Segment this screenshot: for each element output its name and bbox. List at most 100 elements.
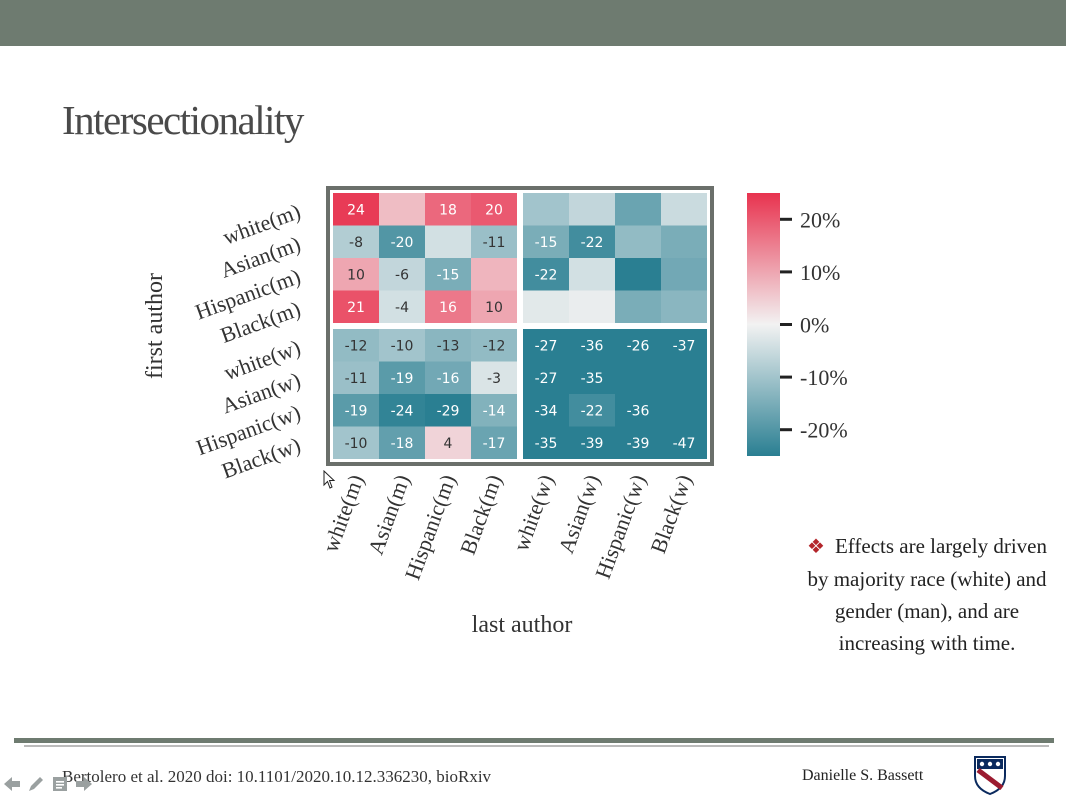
y-axis-label: first author: [142, 273, 168, 379]
heatmap-value-r7-c0: -10: [345, 436, 368, 452]
heatmap-cell-r4-c4: [523, 329, 569, 362]
colorbar-label-4: -20%: [800, 418, 848, 443]
heatmap-cell-r5-c6: [615, 361, 661, 394]
heatmap-value-r7-c5: -39: [581, 436, 604, 452]
heatmap-cell-r7-c3: [471, 426, 517, 459]
bullet-text: Effects are largely driven by majority r…: [807, 534, 1047, 655]
row-tick-labels: white(m)Asian(m)Hispanic(m)Black(m)white…: [192, 198, 304, 483]
heatmap-cell-r6-c6: [615, 394, 661, 427]
heatmap-cell-r3-c7: [661, 290, 707, 323]
heatmap-cell-r4-c1: [379, 329, 425, 362]
heatmap-cell-r4-c2: [425, 329, 471, 362]
heatmap-value-r4-c5: -36: [581, 338, 604, 354]
heatmap-value-r3-c0: 21: [347, 300, 365, 316]
heatmap-cell-r6-c0: [333, 394, 379, 427]
footer-divider-shadow: [24, 745, 1049, 747]
heatmap-cell-r3-c4: [523, 290, 569, 323]
column-tick-labels: white(m)Asian(m)Hispanic(m)Black(m) white…: [318, 471, 697, 583]
heatmap-value-r5-c1: -19: [391, 371, 414, 387]
heatmap-cell-r1-c7: [661, 225, 707, 258]
heatmap-cell-r1-c4: [523, 225, 569, 258]
heatmap-cell-r4-c7: [661, 329, 707, 362]
university-shield-icon: [972, 754, 1008, 801]
heatmap-value-r1-c5: -22: [581, 235, 604, 251]
heatmap-value-r5-c5: -35: [581, 371, 604, 387]
heatmap-value-r7-c7: -47: [673, 436, 696, 452]
heatmap-cell-r6-c5: [569, 394, 615, 427]
heatmap-cell-r2-c1: [379, 258, 425, 291]
heatmap-value-r2-c0: 10: [347, 267, 365, 283]
heatmap-cell-r7-c7: [661, 426, 707, 459]
heatmap-value-r4-c1: -10: [391, 338, 414, 354]
col-label-5: Asian(w): [553, 471, 604, 556]
heatmap-cell-r3-c2: [425, 290, 471, 323]
heatmap-cell-r0-c1: [379, 193, 425, 226]
heatmap-value-r5-c0: -11: [345, 371, 368, 387]
heatmap-cell-r2-c7: [661, 258, 707, 291]
heatmap-value-r3-c1: -4: [395, 300, 409, 316]
heatmap-value-r7-c1: -18: [391, 436, 414, 452]
colorbar-label-3: -10%: [800, 365, 848, 390]
notes-icon[interactable]: [50, 774, 70, 794]
heatmap-value-r7-c6: -39: [627, 436, 650, 452]
heatmap-value-r6-c1: -24: [391, 403, 414, 419]
heatmap-cell-r3-c3: [471, 290, 517, 323]
colorbar-label-0: 20%: [800, 207, 840, 232]
heatmap-chart: 24 18 20 -8 -20 -11 -15 -22 10 -6 -15 -22 21 -4 16 10 -1…: [142, 186, 848, 638]
heatmap-value-r3-c2: 16: [439, 300, 457, 316]
heatmap-cell-r7-c4: [523, 426, 569, 459]
heatmap-cell-r6-c4: [523, 394, 569, 427]
heatmap-value-r0-c0: 24: [347, 202, 365, 218]
heatmap-cell-r1-c0: [333, 225, 379, 258]
colorbar-label-1: 10%: [800, 260, 840, 285]
colorbar-ticks: 20% 10% 0% -10% -20%: [780, 207, 848, 443]
back-arrow-icon[interactable]: [2, 774, 22, 794]
heatmap-value-r4-c4: -27: [535, 338, 558, 354]
heatmap-value-r2-c2: -15: [437, 267, 460, 283]
heatmap-value-r6-c4: -34: [535, 403, 558, 419]
heatmap-cell-r2-c3: [471, 258, 517, 291]
heatmap-cell-r3-c5: [569, 290, 615, 323]
heatmap-cell-r6-c3: [471, 394, 517, 427]
heatmap-value-r1-c0: -8: [349, 235, 363, 251]
bullet-point: ❖ Effects are largely driven by majority …: [802, 530, 1052, 659]
heatmap-value-r7-c2: 4: [444, 436, 453, 452]
heatmap-cell-r0-c6: [615, 193, 661, 226]
slide-title: Intersectionality: [62, 97, 304, 143]
heatmap-value-r4-c7: -37: [673, 338, 696, 354]
heatmap-cell-r1-c5: [569, 225, 615, 258]
heatmap-value-r1-c4: -15: [535, 235, 558, 251]
heatmap-cell-r2-c5: [569, 258, 615, 291]
heatmap-cell-r5-c4: [523, 361, 569, 394]
heatmap-value-r0-c3: 20: [485, 202, 503, 218]
heatmap-value-r1-c1: -20: [391, 235, 414, 251]
heatmap-cell-r2-c0: [333, 258, 379, 291]
heatmap-value-r4-c3: -12: [483, 338, 506, 354]
heatmap-cell-r1-c3: [471, 225, 517, 258]
forward-arrow-icon[interactable]: [74, 774, 94, 794]
heatmap-cell-r3-c1: [379, 290, 425, 323]
footer-divider: [14, 738, 1054, 743]
heatmap-value-r6-c2: -29: [437, 403, 460, 419]
heatmap-cell-r6-c2: [425, 394, 471, 427]
heatmap-value-r2-c4: -22: [535, 267, 558, 283]
author-name: Danielle S. Bassett: [802, 767, 924, 784]
heatmap-cell-r7-c0: [333, 426, 379, 459]
col-label-3: Black(m): [455, 471, 507, 558]
heatmap-cell-r2-c2: [425, 258, 471, 291]
heatmap-cell-r0-c0: [333, 193, 379, 226]
heatmap-cell-r1-c6: [615, 225, 661, 258]
diamond-bullet-icon: ❖: [807, 536, 825, 558]
heatmap-value-r6-c0: -19: [345, 403, 368, 419]
heatmap-cell-r5-c5: [569, 361, 615, 394]
heatmap-cell-r0-c4: [523, 193, 569, 226]
heatmap-cell-r6-c7: [661, 394, 707, 427]
heatmap-value-r0-c2: 18: [439, 202, 457, 218]
col-label-7: Black(w): [645, 471, 696, 556]
pen-icon[interactable]: [26, 774, 46, 794]
citation: Bertolero et al. 2020 doi: 10.1101/2020.…: [62, 767, 492, 786]
heatmap-value-r4-c6: -26: [627, 338, 650, 354]
heatmap-cell-r6-c1: [379, 394, 425, 427]
heatmap-value-r5-c3: -3: [487, 371, 501, 387]
x-axis-label: last author: [472, 612, 573, 638]
